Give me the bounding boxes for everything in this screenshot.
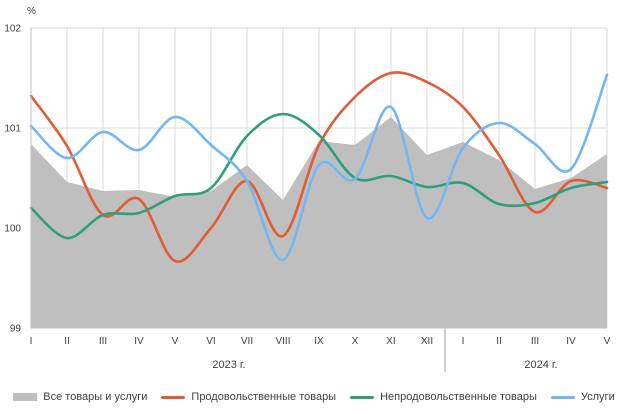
series-line-services <box>29 73 609 262</box>
legend-label-services: Услуги <box>580 391 615 403</box>
x-tick-label: XII <box>421 336 433 347</box>
x-tick-label: VII <box>241 336 253 347</box>
x-tick-label: III <box>531 336 539 347</box>
legend-label-food: Продовольственные товары <box>191 391 337 403</box>
x-tick-label: IX <box>314 336 324 347</box>
legend-item-services: Услуги <box>550 391 615 403</box>
x-tick-label: I <box>462 336 465 347</box>
x-tick-label: V <box>604 336 611 347</box>
x-tick-label: VIII <box>275 336 290 347</box>
y-tick-label: 100 <box>4 224 21 235</box>
x-tick-label: II <box>496 336 502 347</box>
lines-layer <box>29 71 609 263</box>
legend-label-nonfood: Непродовольственные товары <box>380 391 537 403</box>
legend-swatch-all <box>13 393 38 401</box>
x-tick-label: IV <box>134 336 144 347</box>
legend-item-nonfood: Непродовольственные товары <box>350 391 537 403</box>
x-tick-label: X <box>352 336 359 347</box>
x-tick-label: II <box>64 336 70 347</box>
x-tick-label: XI <box>386 336 395 347</box>
series-line-nonfood <box>29 112 609 240</box>
x-tick-label: I <box>30 336 33 347</box>
y-tick-label: 102 <box>4 24 21 35</box>
x-tick-label: V <box>172 336 179 347</box>
legend-item-food: Продовольственные товары <box>161 391 336 403</box>
x-tick-label: VI <box>206 336 215 347</box>
series-line-food <box>29 71 609 263</box>
legend-label-all: Все товары и услуги <box>43 391 148 403</box>
y-tick-label: 101 <box>4 124 21 135</box>
area-layer <box>31 117 607 328</box>
x-tick-label: IV <box>566 336 576 347</box>
series-area-all-goods-services <box>31 117 607 328</box>
legend-swatch-food <box>161 395 186 399</box>
legend: Все товары и услуги Продовольственные то… <box>0 388 628 406</box>
legend-swatch-nonfood <box>350 395 375 399</box>
y-tick-label: 99 <box>10 324 22 335</box>
legend-item-all: Все товары и услуги <box>13 391 147 403</box>
y-axis-unit: % <box>27 6 36 17</box>
year-label: 2024 г. <box>524 359 557 371</box>
legend-swatch-services <box>550 395 575 399</box>
x-tick-label: III <box>99 336 107 347</box>
year-label: 2023 г. <box>212 359 245 371</box>
